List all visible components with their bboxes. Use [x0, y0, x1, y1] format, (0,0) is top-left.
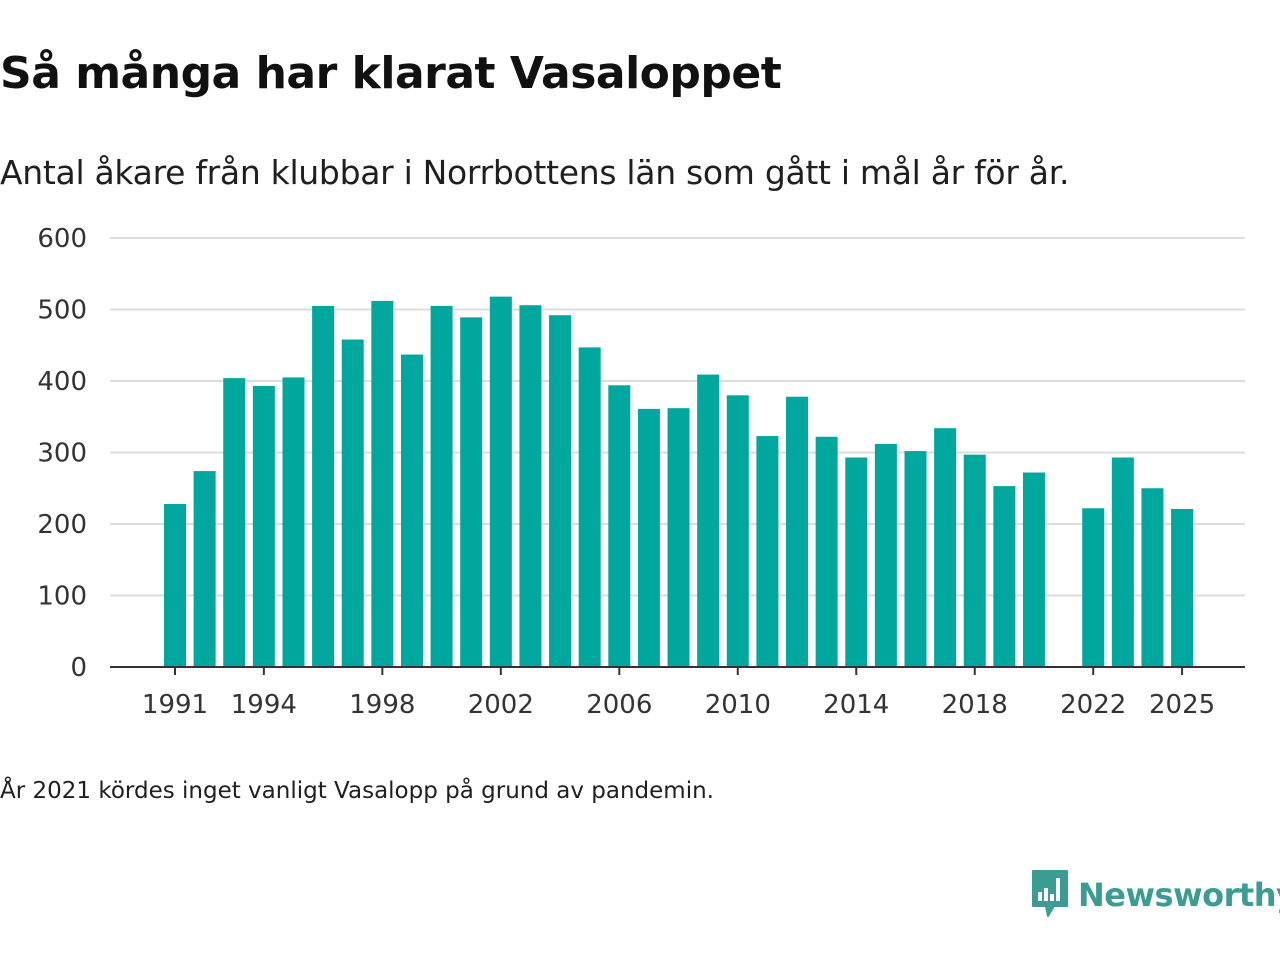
x-tick-label: 1998 — [349, 690, 415, 720]
x-tick-label: 2014 — [823, 690, 889, 720]
x-tick-label: 2010 — [705, 690, 771, 720]
x-tick-label: 2006 — [586, 690, 652, 720]
bar-1993 — [223, 378, 246, 667]
y-tick-label: 300 — [37, 439, 87, 469]
x-tick-label: 2025 — [1149, 690, 1215, 720]
bar-2018 — [963, 454, 986, 667]
newsworthy-logo-icon — [1030, 868, 1070, 922]
x-tick-label: 1991 — [142, 690, 208, 720]
bar-2000 — [430, 305, 453, 667]
bar-1995 — [282, 377, 305, 667]
bar-1996 — [312, 305, 335, 667]
bar-2013 — [815, 436, 838, 667]
bar-2005 — [578, 347, 601, 667]
bar-1994 — [252, 386, 275, 667]
bar-2023 — [1111, 457, 1134, 667]
bar-chart: 0 100 200 300 400 500 600 1991 1994 1998 2002 2006… — [37, 224, 1245, 720]
bar-2015 — [874, 443, 897, 667]
bar-2007 — [637, 408, 660, 667]
y-axis-ticks: 0 100 200 300 400 500 600 — [37, 224, 87, 683]
bar-2002 — [489, 296, 512, 667]
bar-1998 — [371, 300, 394, 667]
bar-2012 — [786, 396, 809, 667]
bar-2001 — [460, 317, 483, 667]
bar-2003 — [519, 305, 542, 667]
x-axis-ticks: 1991 1994 1998 2002 2006 2010 2014 2018 2022 2025 — [142, 667, 1215, 720]
bar-2022 — [1082, 508, 1105, 667]
x-tick-label: 1994 — [231, 690, 297, 720]
brand-logo: Newsworthy — [1030, 868, 1280, 922]
x-tick-label: 2018 — [942, 690, 1008, 720]
footnote: År 2021 kördes inget vanligt Vasalopp på… — [0, 778, 714, 804]
y-tick-label: 400 — [37, 367, 87, 397]
chart-title: Så många har klarat Vasaloppet — [0, 48, 782, 99]
bar-2008 — [667, 408, 690, 667]
bar-1991 — [164, 503, 186, 667]
bar-2014 — [845, 457, 868, 667]
x-tick-label: 2002 — [468, 690, 534, 720]
bar-2020 — [1022, 472, 1045, 667]
bar-2004 — [549, 315, 572, 667]
y-tick-label: 100 — [37, 582, 87, 612]
brand-name: Newsworthy — [1078, 876, 1280, 914]
bar-2009 — [697, 374, 720, 667]
bar-2019 — [993, 486, 1016, 667]
bar-2025 — [1171, 508, 1194, 667]
chart-subtitle: Antal åkare från klubbar i Norrbottens l… — [0, 153, 1070, 192]
bar-2010 — [726, 395, 749, 667]
bar-2024 — [1141, 488, 1164, 667]
bar-2011 — [756, 436, 779, 667]
bar-1997 — [341, 339, 364, 667]
x-tick-label: 2022 — [1060, 690, 1126, 720]
bar-1999 — [400, 354, 423, 667]
bar-2006 — [608, 385, 631, 667]
bars — [164, 296, 1194, 667]
bar-1992 — [193, 471, 216, 667]
bar-2016 — [904, 451, 927, 667]
y-tick-label: 200 — [37, 510, 87, 540]
y-tick-label: 500 — [37, 296, 87, 326]
y-tick-label: 600 — [37, 224, 87, 254]
bar-2017 — [934, 428, 957, 667]
y-tick-label: 0 — [70, 653, 87, 683]
